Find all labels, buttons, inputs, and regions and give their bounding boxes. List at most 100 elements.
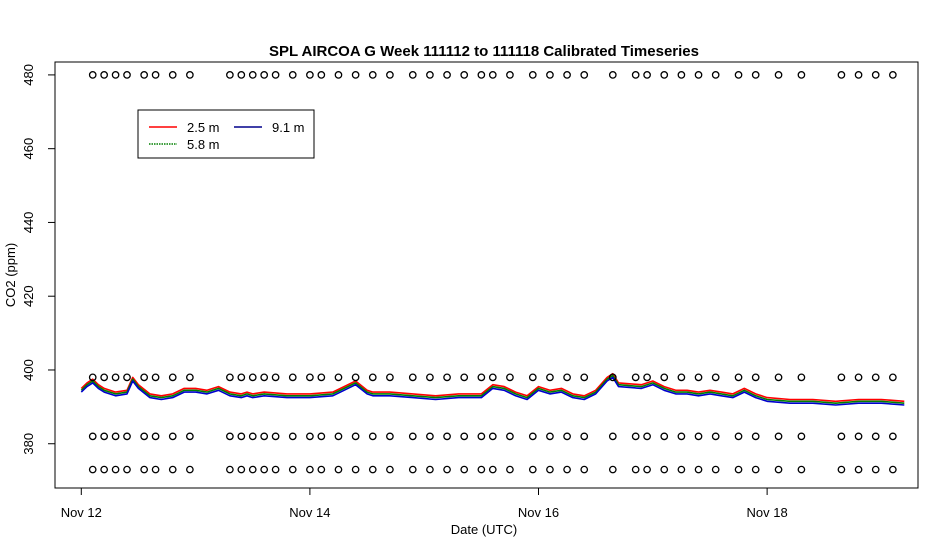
reference-point-398-4 <box>140 373 149 382</box>
reference-point-398-12 <box>271 373 280 382</box>
reference-points-layer <box>88 71 897 474</box>
reference-point-398-25 <box>488 373 497 382</box>
reference-point-382-36 <box>694 432 703 441</box>
reference-point-382-45 <box>889 432 897 441</box>
reference-point-373-6 <box>168 465 177 474</box>
reference-point-382-10 <box>248 432 257 441</box>
reference-point-373-8 <box>226 465 234 474</box>
reference-point-398-9 <box>237 373 246 382</box>
reference-point-480-5 <box>151 71 160 79</box>
reference-point-480-0 <box>88 71 97 79</box>
reference-point-480-3 <box>123 71 131 79</box>
reference-point-480-21 <box>426 71 434 79</box>
reference-point-480-1 <box>100 71 109 79</box>
reference-point-382-37 <box>711 432 720 441</box>
reference-point-382-41 <box>797 432 806 441</box>
y-tick-label-4: 460 <box>21 138 36 160</box>
reference-point-382-22 <box>443 432 451 441</box>
reference-point-382-34 <box>660 432 669 441</box>
axis-layer: Nov 12 Nov 14 Nov 16 Nov 18 380 400 420 440 460 4… <box>21 64 788 520</box>
reference-point-382-42 <box>837 432 846 441</box>
reference-point-398-2 <box>111 373 120 382</box>
legend-label-2-5m: 2.5 m <box>187 120 220 135</box>
reference-point-480-42 <box>837 71 846 79</box>
reference-point-480-32 <box>631 71 640 79</box>
y-tick-label-5: 480 <box>21 64 36 86</box>
reference-point-398-21 <box>426 373 434 382</box>
reference-point-398-16 <box>334 373 343 382</box>
reference-point-382-1 <box>100 432 109 441</box>
x-tick-label-3: Nov 18 <box>747 505 788 520</box>
reference-point-480-31 <box>608 71 617 79</box>
reference-point-398-3 <box>123 373 131 382</box>
reference-point-382-6 <box>168 432 177 441</box>
reference-point-373-9 <box>237 465 246 474</box>
reference-point-373-21 <box>426 465 434 474</box>
reference-point-373-0 <box>88 465 97 474</box>
reference-point-398-19 <box>386 373 394 382</box>
reference-point-382-19 <box>386 432 394 441</box>
reference-point-480-15 <box>317 71 326 79</box>
reference-point-398-45 <box>889 373 897 382</box>
reference-point-382-15 <box>317 432 326 441</box>
reference-point-382-0 <box>88 432 97 441</box>
reference-point-398-35 <box>677 373 686 382</box>
reference-point-480-28 <box>546 71 554 79</box>
reference-point-480-26 <box>506 71 514 79</box>
reference-point-480-12 <box>271 71 280 79</box>
reference-point-480-44 <box>871 71 880 79</box>
reference-point-480-10 <box>248 71 257 79</box>
reference-point-382-20 <box>408 432 417 441</box>
reference-point-398-17 <box>351 373 360 382</box>
reference-point-373-20 <box>408 465 417 474</box>
legend-label-5-8m: 5.8 m <box>187 137 220 152</box>
reference-point-373-40 <box>774 465 783 474</box>
y-tick-label-0: 380 <box>21 433 36 455</box>
reference-point-480-45 <box>889 71 897 79</box>
legend: 2.5 m 9.1 m 5.8 m <box>137 109 315 159</box>
x-tick-label-0: Nov 12 <box>61 505 102 520</box>
reference-point-382-7 <box>186 432 194 441</box>
reference-point-382-17 <box>351 432 360 441</box>
y-tick-label-1: 400 <box>21 359 36 381</box>
reference-point-373-18 <box>368 465 377 474</box>
reference-point-382-32 <box>631 432 640 441</box>
reference-point-398-20 <box>408 373 417 382</box>
reference-point-373-3 <box>123 465 131 474</box>
reference-point-480-9 <box>237 71 246 79</box>
reference-point-480-39 <box>751 71 760 79</box>
x-tick-label-1: Nov 14 <box>289 505 330 520</box>
reference-point-373-36 <box>694 465 703 474</box>
reference-point-373-30 <box>580 465 589 474</box>
reference-point-373-38 <box>734 465 743 474</box>
reference-point-382-13 <box>288 432 297 441</box>
reference-point-373-12 <box>271 465 280 474</box>
reference-point-480-17 <box>351 71 360 79</box>
reference-point-373-31 <box>608 465 617 474</box>
reference-point-480-41 <box>797 71 806 79</box>
reference-point-373-35 <box>677 465 686 474</box>
reference-point-382-26 <box>506 432 514 441</box>
reference-point-398-27 <box>528 373 537 382</box>
reference-point-373-11 <box>260 465 269 474</box>
reference-point-398-13 <box>288 373 297 382</box>
reference-point-382-38 <box>734 432 743 441</box>
reference-point-373-23 <box>460 465 469 474</box>
reference-point-480-43 <box>854 71 863 79</box>
reference-point-480-11 <box>260 71 269 79</box>
reference-point-398-18 <box>368 373 377 382</box>
reference-point-373-37 <box>711 465 720 474</box>
reference-point-373-32 <box>631 465 640 474</box>
reference-point-373-39 <box>751 465 760 474</box>
reference-point-480-6 <box>168 71 177 79</box>
reference-point-373-27 <box>528 465 537 474</box>
reference-point-398-30 <box>580 373 589 382</box>
reference-point-398-40 <box>774 373 783 382</box>
reference-point-382-40 <box>774 432 783 441</box>
reference-point-480-30 <box>580 71 589 79</box>
reference-point-382-33 <box>643 432 651 441</box>
reference-point-373-45 <box>889 465 897 474</box>
reference-point-398-8 <box>226 373 234 382</box>
reference-point-480-19 <box>386 71 394 79</box>
reference-point-480-37 <box>711 71 720 79</box>
